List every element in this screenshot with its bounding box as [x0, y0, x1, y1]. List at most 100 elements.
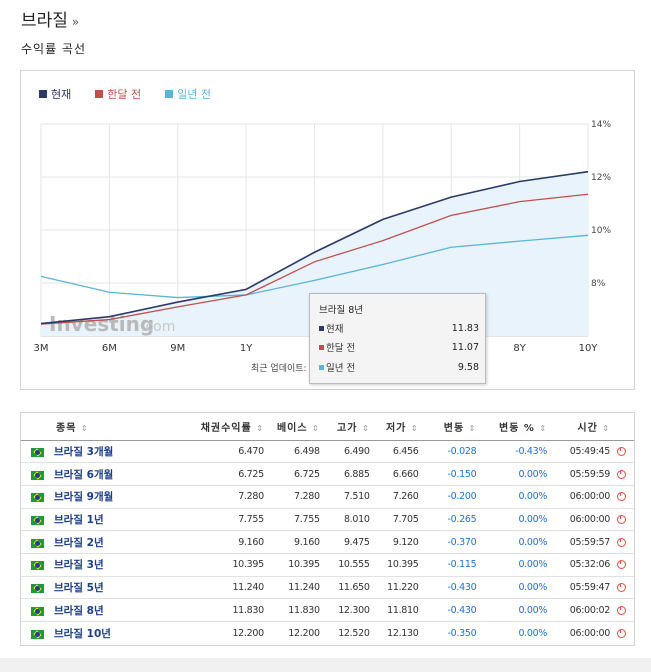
- header-high[interactable]: 고가 ⇕: [323, 413, 374, 441]
- watermark-logo: Investing: [49, 312, 154, 336]
- tooltip-row: 한달 전 11.07: [319, 340, 479, 354]
- legend-swatch: [95, 90, 104, 98]
- cell-time: 05:32:06: [551, 553, 614, 577]
- clock-icon: [617, 514, 627, 524]
- legend-item-month-ago[interactable]: 한달 전: [95, 86, 141, 102]
- cell-time: 06:00:00: [551, 508, 614, 532]
- clock-icon: [617, 560, 627, 570]
- header-yield[interactable]: 채권수익률 ⇕: [180, 413, 268, 441]
- cell-chg-pct: 0.00%: [480, 576, 552, 600]
- table-row: 브라질 6개월 6.725 6.725 6.885 6.660 -0.150 0.00% 05…: [21, 462, 634, 486]
- page-title-text: 브라질: [21, 11, 68, 31]
- cell-low: 10.395: [373, 553, 423, 577]
- header-name[interactable]: 종목 ⇕: [21, 413, 181, 441]
- breadcrumb-arrow[interactable]: »: [71, 15, 80, 29]
- cell-chg: -0.370: [422, 530, 481, 554]
- x-tick-label: 1Y: [240, 343, 253, 354]
- sort-icon[interactable]: ⇕: [361, 423, 370, 433]
- x-tick-label: 3M: [34, 343, 49, 354]
- section-title: 수익률 곡선: [21, 42, 87, 56]
- sort-icon[interactable]: ⇕: [312, 423, 320, 433]
- sort-icon[interactable]: ⇕: [468, 423, 477, 433]
- cell-chg: -0.430: [422, 598, 481, 622]
- header-time[interactable]: 시간 ⇕: [551, 413, 614, 441]
- sort-icon[interactable]: ⇕: [602, 423, 610, 433]
- clock-icon: [617, 628, 627, 638]
- y-tick-label: 10%: [591, 226, 611, 236]
- cell-base: 7.755: [267, 508, 324, 532]
- brazil-flag-icon: [31, 561, 44, 571]
- cell-chg-pct: 0.00%: [480, 598, 552, 622]
- legend-item-current[interactable]: 현재: [39, 86, 71, 102]
- bond-name-link[interactable]: 브라질 8년: [54, 604, 104, 617]
- cell-chg-pct: 0.00%: [480, 508, 552, 532]
- bond-name-link[interactable]: 브라질 9개월: [54, 491, 114, 504]
- x-tick-label: 9M: [170, 343, 185, 354]
- cell-chg-pct: 0.00%: [480, 462, 552, 486]
- header-change[interactable]: 변동 ⇕: [422, 413, 481, 441]
- clock-cell: [613, 576, 634, 600]
- series-line-0: [40, 170, 589, 325]
- cell-base: 6.725: [267, 462, 324, 486]
- cell-high: 7.510: [323, 485, 374, 509]
- clock-cell: [613, 508, 634, 532]
- table-row: 브라질 9개월 7.280 7.280 7.510 7.260 -0.200 0.00% 06…: [21, 485, 634, 509]
- cell-chg-pct: -0.43%: [480, 440, 552, 464]
- clock-icon: [617, 492, 627, 502]
- sort-icon[interactable]: ⇕: [80, 423, 89, 433]
- cell-low: 6.456: [373, 440, 423, 464]
- brazil-flag-icon: [31, 515, 44, 525]
- footer-bar: [0, 658, 651, 672]
- legend-item-year-ago[interactable]: 일년 전: [165, 86, 211, 102]
- header-label: 고가: [337, 422, 358, 434]
- tooltip-label: 일년 전: [326, 363, 356, 374]
- x-tick-label: 10Y: [579, 343, 599, 354]
- cell-chg-pct: 0.00%: [480, 485, 552, 509]
- legend-swatch: [165, 90, 174, 98]
- brazil-flag-icon: [31, 583, 44, 593]
- brazil-flag-icon: [31, 447, 44, 457]
- bond-name-link[interactable]: 브라질 1년: [54, 513, 104, 526]
- bond-name-link[interactable]: 브라질 6개월: [54, 468, 114, 481]
- tooltip-row: 현재 11.83: [319, 321, 479, 335]
- cell-base: 7.280: [267, 485, 324, 509]
- y-tick-label: 12%: [591, 173, 611, 183]
- y-tick-label: 14%: [591, 120, 611, 130]
- cell-base: 11.240: [267, 576, 324, 600]
- cell-base: 10.395: [267, 553, 324, 577]
- cell-high: 6.490: [323, 440, 374, 464]
- tooltip-row: 일년 전 9.58: [319, 360, 479, 374]
- clock-cell: [613, 553, 634, 577]
- cell-high: 9.475: [323, 530, 374, 554]
- bond-name-link[interactable]: 브라질 5년: [54, 581, 104, 594]
- bond-name-link[interactable]: 브라질 3개월: [54, 445, 114, 458]
- header-change-pct[interactable]: 변동 % ⇕: [480, 413, 552, 441]
- cell-high: 12.520: [338, 627, 370, 639]
- header-label: 채권수익률: [200, 422, 252, 434]
- sort-icon[interactable]: ⇕: [256, 423, 264, 433]
- cell-high: 8.010: [323, 508, 374, 532]
- bond-name-link[interactable]: 브라질 3년: [54, 559, 104, 572]
- series-line-2: [40, 234, 589, 299]
- bond-name-link[interactable]: 브라질 2년: [54, 536, 104, 549]
- tooltip-value: 11.07: [451, 341, 479, 353]
- clock-cell: [614, 622, 634, 645]
- header-low[interactable]: 저가 ⇕: [373, 413, 423, 441]
- chart-tooltip: 브라질 8년 현재 11.83 한달 전 11.07 일년 전 9.58: [309, 293, 486, 384]
- sort-icon[interactable]: ⇕: [539, 423, 548, 433]
- table-row: 브라질 10년 12.200 12.200 12.520 12.130 -0.350 0.0…: [21, 622, 634, 645]
- header-base[interactable]: 베이스 ⇕: [267, 413, 324, 441]
- brazil-flag-icon: [31, 606, 44, 616]
- legend-swatch: [39, 90, 47, 98]
- cell-time: 05:59:47: [551, 576, 614, 600]
- bond-name-cell: 브라질 8년: [21, 598, 181, 622]
- sort-icon[interactable]: ⇕: [410, 423, 419, 433]
- header-label: 베이스: [276, 422, 308, 434]
- cell-low: 7.260: [373, 485, 423, 509]
- clock-icon: [617, 469, 627, 479]
- bond-table: 종목 ⇕ 채권수익률 ⇕ 베이스 ⇕ 고가 ⇕ 저가 ⇕ 변동 ⇕ 변동 % ⇕ 시간 ⇕ 브…: [21, 413, 634, 644]
- bond-name-cell: 브라질 3개월: [21, 440, 181, 464]
- yield-curve-chart: 현재 한달 전 일년 전 Investing .com 14% 12% 10% 8% 3M 6…: [20, 70, 635, 390]
- clock-icon: [617, 446, 627, 456]
- bond-name-link[interactable]: 브라질 10년: [54, 627, 111, 640]
